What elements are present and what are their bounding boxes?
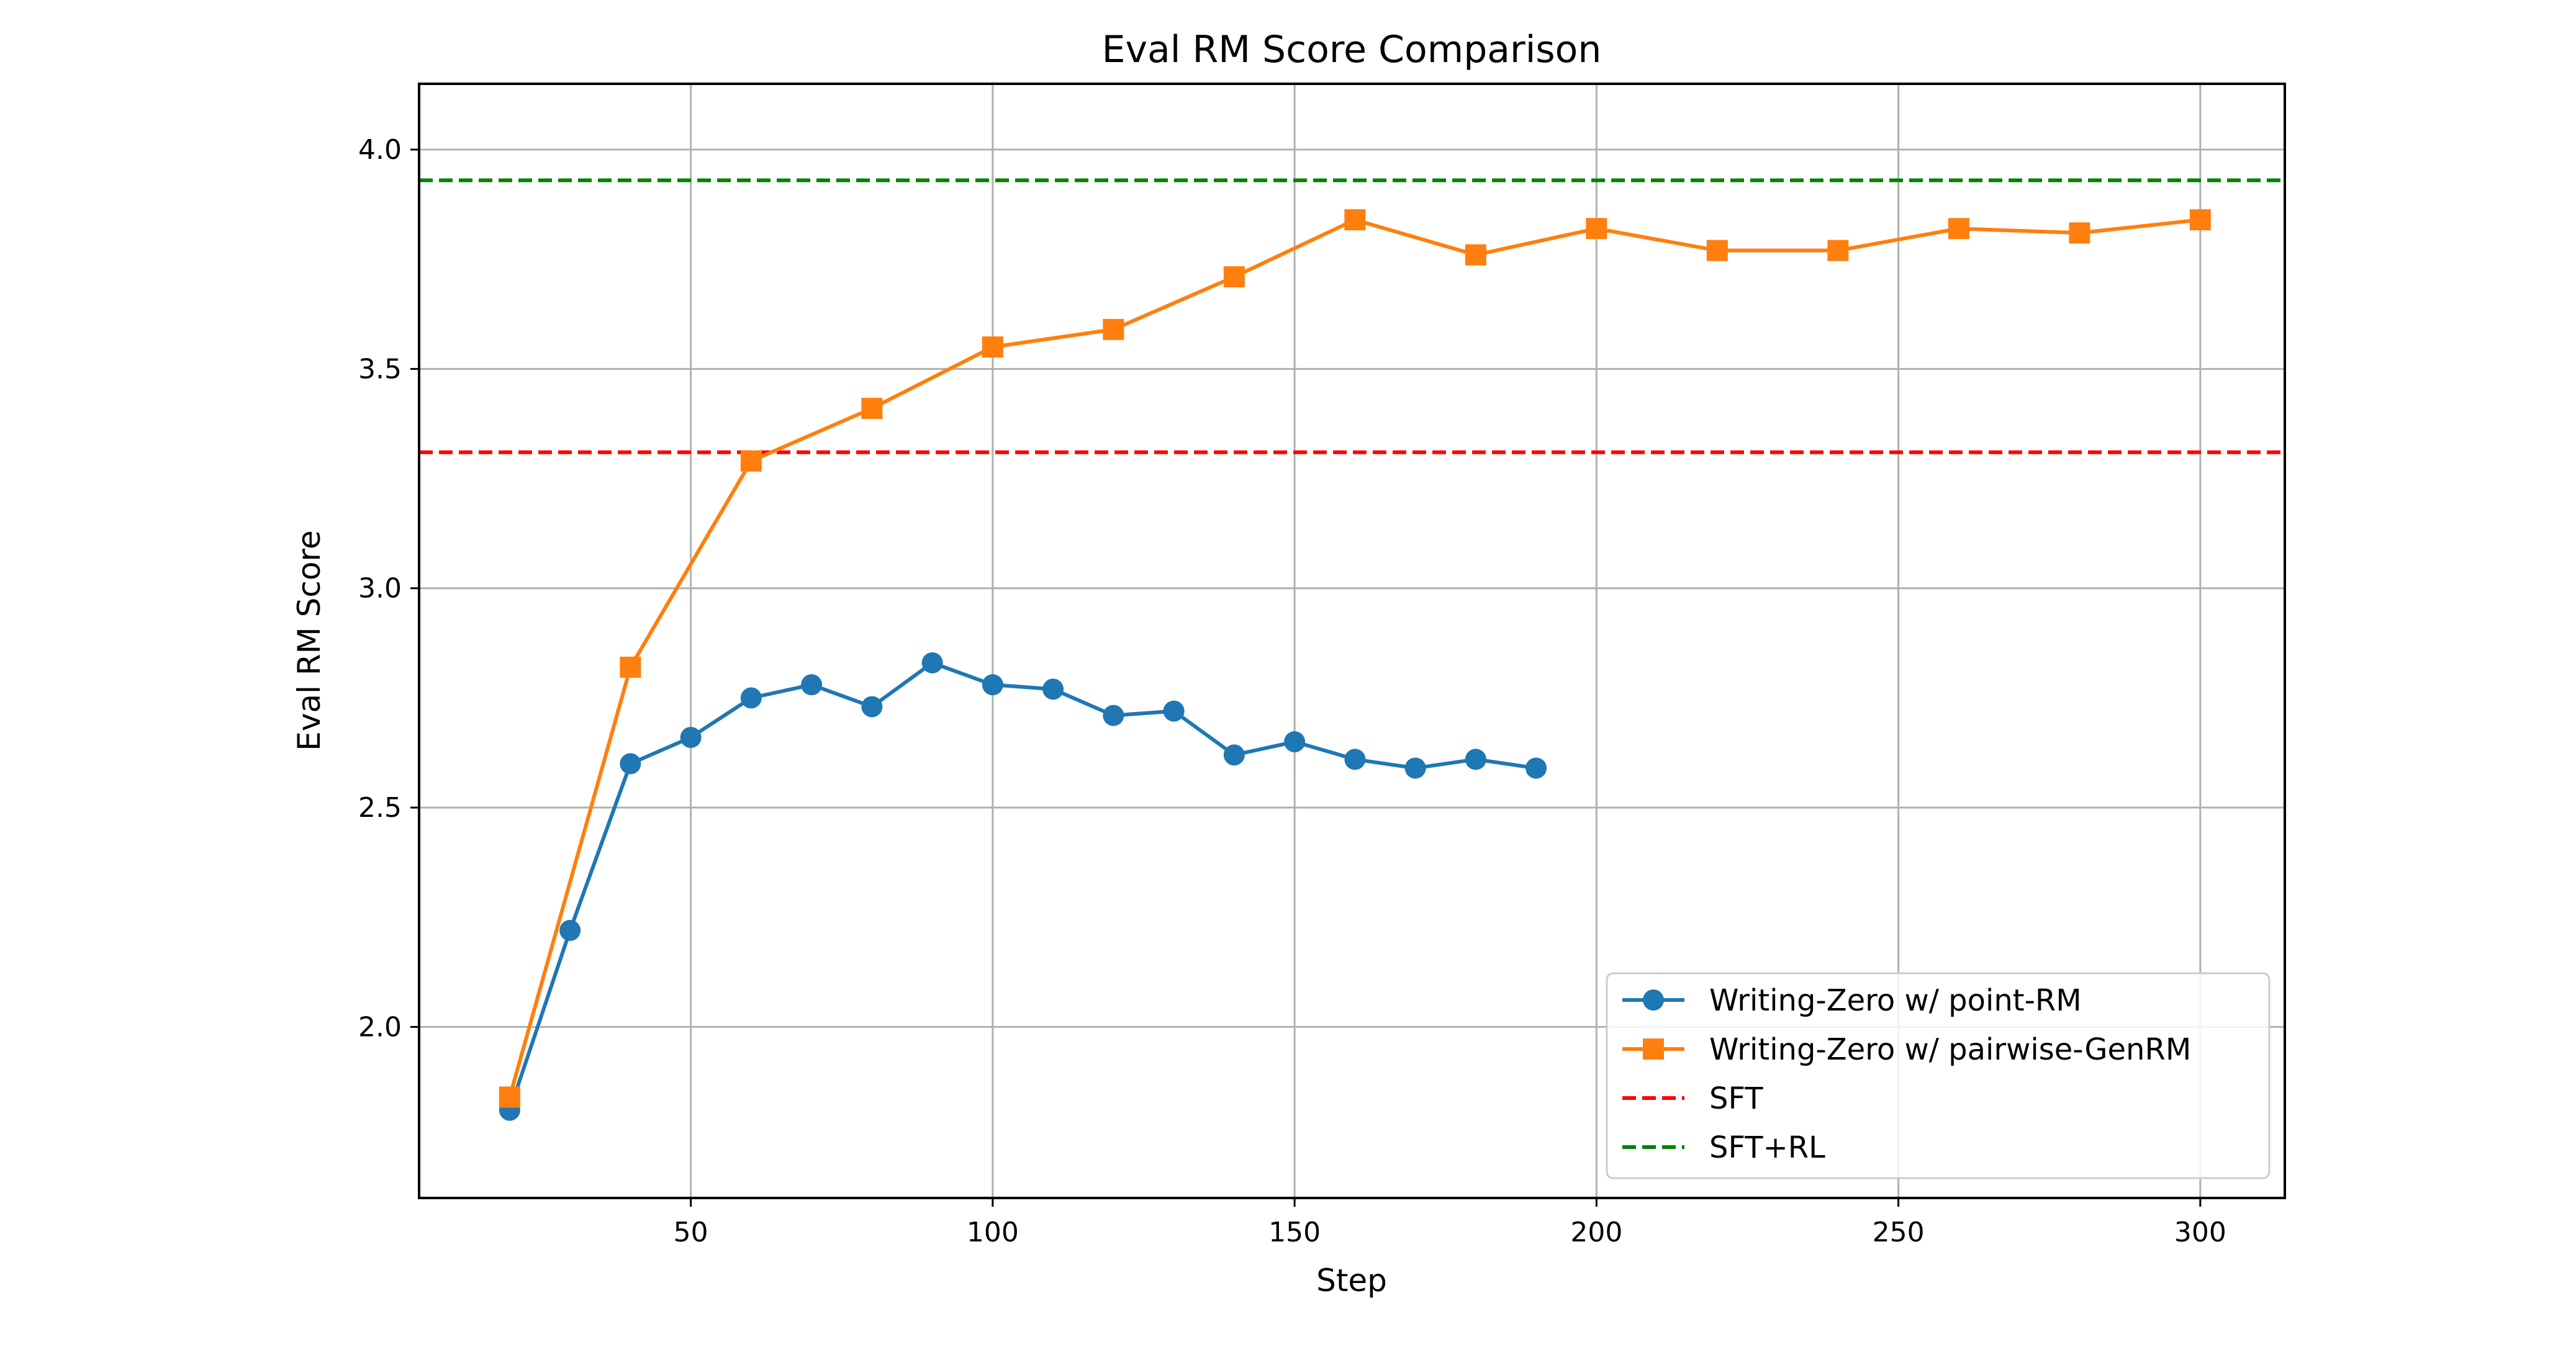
series-lines — [499, 209, 2211, 1121]
series-1-point — [2189, 209, 2211, 231]
series-0-point — [1103, 705, 1124, 726]
series-0-point — [1344, 749, 1366, 770]
legend-entry-label: Writing-Zero w/ pairwise-GenRM — [1709, 1032, 2191, 1067]
series-1-point — [740, 450, 762, 472]
series-1-point — [982, 336, 1003, 358]
series-0-point — [620, 753, 641, 775]
y-tick-label: 4.0 — [358, 134, 402, 166]
x-tick-label: 300 — [2174, 1217, 2226, 1248]
legend-square-marker — [1643, 1038, 1664, 1060]
series-1-point — [2069, 222, 2090, 244]
series-0-point — [801, 674, 823, 696]
y-axis: 2.0 2.5 3.0 3.5 4.0 — [358, 134, 419, 1043]
series-0-point — [1404, 757, 1426, 779]
x-tick-label: 100 — [967, 1217, 1019, 1248]
series-0-point — [1465, 749, 1486, 770]
series-0-point — [680, 726, 702, 748]
series-1-point — [861, 397, 883, 419]
series-1-point — [1223, 266, 1245, 287]
series-0-point — [1525, 757, 1547, 779]
x-axis: 50 100 150 200 250 300 — [674, 1198, 2226, 1248]
series-1-point — [1344, 209, 1366, 231]
series-1-point — [620, 656, 641, 678]
series-1-point — [1827, 240, 1849, 261]
series-1-point — [1706, 240, 1728, 261]
legend-box — [1606, 972, 2271, 1179]
series-0-point — [921, 652, 943, 673]
reference-lines — [419, 178, 2285, 454]
series-0-point — [559, 919, 581, 941]
series-1-point — [1103, 318, 1124, 340]
series-1-point — [499, 1086, 520, 1108]
x-tick-label: 200 — [1570, 1217, 1622, 1248]
series-1-point — [1948, 218, 1969, 240]
series-0-point — [1223, 744, 1245, 766]
y-tick-label: 3.0 — [358, 573, 402, 605]
series-1-point — [1586, 218, 1607, 240]
x-tick-label: 150 — [1268, 1217, 1321, 1248]
plot-frame — [418, 83, 2286, 1199]
legend-entry-label: SFT — [1709, 1081, 1763, 1116]
legend-entry-label: SFT+RL — [1709, 1130, 1825, 1165]
y-tick-label: 3.5 — [358, 353, 402, 385]
x-axis-label: Step — [1316, 1263, 1387, 1299]
x-tick-label: 50 — [674, 1217, 708, 1248]
legend-entry-label: Writing-Zero w/ point-RM — [1709, 983, 2082, 1018]
series-0-point — [1042, 678, 1064, 700]
chart-title: Eval RM Score Comparison — [1102, 28, 1602, 71]
series-1-point — [1465, 244, 1486, 266]
series-0-point — [740, 687, 762, 709]
legend: Writing-Zero w/ point-RM Writing-Zero w/ … — [1606, 972, 2271, 1179]
legend-circle-marker — [1643, 989, 1664, 1011]
y-tick-label: 2.0 — [358, 1011, 402, 1043]
series-0-point — [982, 674, 1003, 696]
series-0-point — [1284, 731, 1306, 753]
series-0-point — [861, 696, 883, 718]
series-0-point — [1163, 700, 1185, 722]
y-axis-label: Eval RM Score — [291, 530, 327, 750]
y-tick-label: 2.5 — [358, 792, 402, 824]
x-tick-label: 250 — [1873, 1217, 1925, 1248]
